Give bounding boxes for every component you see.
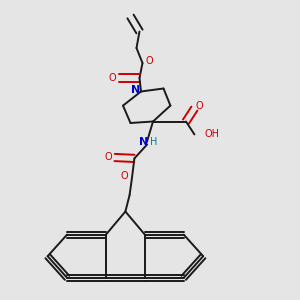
Text: N: N <box>140 136 148 147</box>
Text: O: O <box>145 56 153 67</box>
Text: O: O <box>195 100 203 111</box>
Text: O: O <box>121 171 128 181</box>
Text: OH: OH <box>204 129 219 140</box>
Text: O: O <box>109 73 117 83</box>
Text: N: N <box>131 85 140 95</box>
Text: H: H <box>150 136 157 147</box>
Text: O: O <box>104 152 112 162</box>
